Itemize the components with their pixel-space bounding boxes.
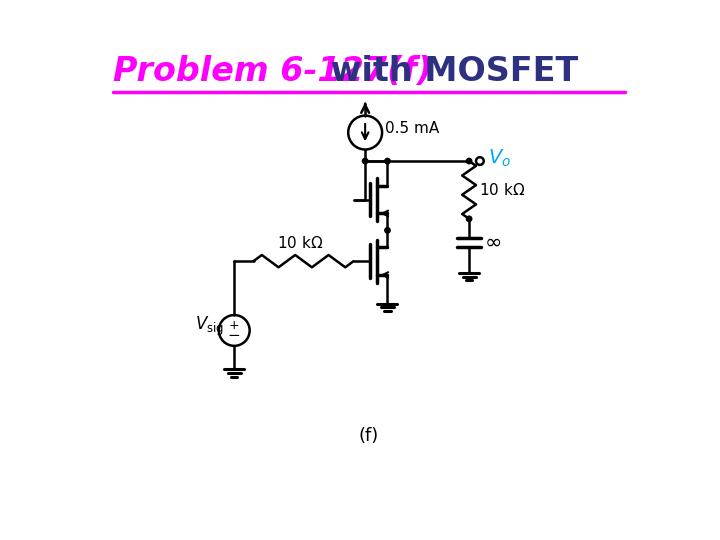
Text: 10 k$\Omega$: 10 k$\Omega$ [479, 182, 526, 198]
Text: 10 k$\Omega$: 10 k$\Omega$ [276, 235, 323, 251]
Text: ∞: ∞ [485, 233, 502, 253]
Circle shape [467, 216, 472, 221]
Text: +: + [229, 319, 240, 332]
Circle shape [362, 158, 368, 164]
Circle shape [384, 158, 390, 164]
Circle shape [467, 158, 472, 164]
Text: $V_{\rm sig}$: $V_{\rm sig}$ [195, 315, 224, 338]
Text: Problem 6-127(f): Problem 6-127(f) [113, 55, 433, 88]
Text: (f): (f) [359, 427, 379, 445]
Text: −: − [228, 328, 240, 343]
Text: $V_o$: $V_o$ [487, 147, 510, 168]
Text: with MOSFET: with MOSFET [319, 55, 578, 88]
Text: 0.5 mA: 0.5 mA [385, 121, 439, 136]
Circle shape [384, 228, 390, 233]
